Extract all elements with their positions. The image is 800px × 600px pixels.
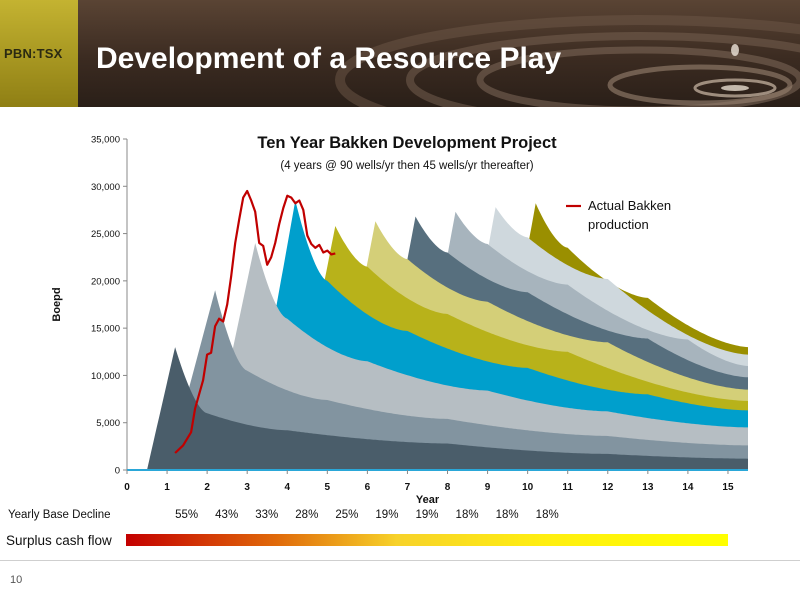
x-tick-label: 2 (204, 482, 210, 493)
x-tick-label: 9 (485, 482, 491, 493)
ticker-symbol: PBN:TSX (4, 46, 63, 61)
decline-value: 25% (335, 509, 359, 521)
footer-divider (0, 560, 800, 561)
y-tick-label: 35,000 (91, 135, 120, 146)
y-tick-label: 0 (115, 466, 120, 477)
x-tick-label: 15 (722, 482, 734, 493)
decline-value: 33% (255, 509, 279, 521)
x-tick-label: 4 (284, 482, 290, 493)
x-axis-label: Year (416, 494, 440, 506)
legend-label-line2: production (588, 217, 649, 232)
ticker-badge: PBN:TSX (0, 0, 78, 107)
x-tick-label: 0 (124, 482, 130, 493)
decline-value: 19% (415, 509, 439, 521)
page-number: 10 (10, 574, 23, 586)
x-tick-label: 14 (682, 482, 694, 493)
wave-layer-1 (147, 347, 748, 470)
x-tick-label: 6 (365, 482, 371, 493)
x-tick-label: 12 (602, 482, 614, 493)
slide-title: Development of a Resource Play (96, 42, 562, 75)
decline-value: 55% (175, 509, 199, 521)
actual-production-line (174, 189, 336, 454)
y-tick-label: 30,000 (91, 182, 120, 193)
x-tick-label: 8 (445, 482, 451, 493)
decline-value: 43% (215, 509, 239, 521)
decline-value: 18% (535, 509, 559, 521)
wave-layer-2 (167, 290, 749, 470)
surplus-cash-flow-bar (126, 534, 728, 546)
y-tick-label: 15,000 (91, 324, 120, 335)
x-tick-label: 11 (562, 482, 573, 493)
x-tick-label: 10 (522, 482, 534, 493)
decline-value: 18% (455, 509, 479, 521)
x-tick-label: 1 (164, 482, 170, 493)
chart-subtitle: (4 years @ 90 wells/yr then 45 wells/yr … (280, 160, 533, 172)
bakken-development-chart: 0 5,000 10,000 15,000 20,000 25,000 30,000 35,0… (51, 134, 749, 506)
y-axis-label: Boepd (51, 287, 63, 321)
water-ripple-image (335, 15, 800, 107)
decline-value: 19% (375, 509, 399, 521)
x-tick-label: 7 (405, 482, 411, 493)
y-tick-label: 20,000 (91, 276, 120, 287)
slide-header: PBN:TSX Development of a Resource Play (0, 0, 800, 107)
y-tick-label: 25,000 (91, 229, 120, 240)
x-tick-label: 5 (325, 482, 331, 493)
legend-label-line1: Actual Bakken (588, 198, 671, 213)
chart-title: Ten Year Bakken Development Project (257, 134, 557, 152)
y-tick-label: 10,000 (91, 371, 120, 382)
x-tick-label: 13 (642, 482, 654, 493)
decline-value: 28% (295, 509, 319, 521)
x-tick-label: 3 (244, 482, 250, 493)
y-tick-label: 5,000 (96, 418, 120, 429)
surplus-cash-flow-label: Surplus cash flow (6, 533, 112, 548)
decline-value: 18% (495, 509, 519, 521)
yearly-base-decline-label: Yearly Base Decline (8, 509, 111, 521)
